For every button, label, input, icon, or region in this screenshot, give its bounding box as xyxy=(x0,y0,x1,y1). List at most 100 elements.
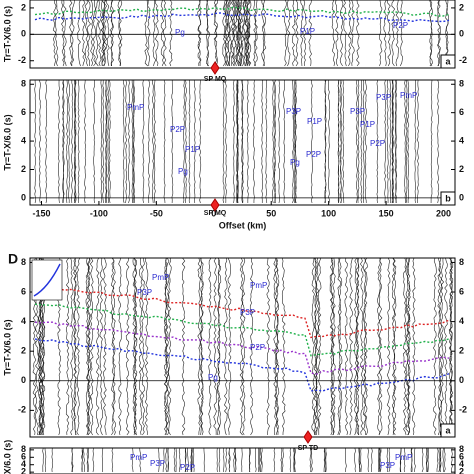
trace xyxy=(203,448,206,473)
y-tick-label: 2 xyxy=(21,164,26,174)
trace xyxy=(378,258,383,436)
phase-label: PmP xyxy=(152,273,169,282)
trace xyxy=(86,258,91,436)
trace xyxy=(417,80,419,204)
trace xyxy=(421,448,424,473)
trace xyxy=(427,448,430,473)
trace xyxy=(163,258,168,436)
trace xyxy=(325,448,327,473)
y-tick-label: 4 xyxy=(21,316,26,326)
trace xyxy=(386,80,389,204)
trace xyxy=(58,80,60,204)
trace xyxy=(287,0,291,67)
trace xyxy=(387,0,391,67)
trace xyxy=(266,258,270,436)
trace xyxy=(138,258,143,436)
y-tick-label: 4 xyxy=(459,316,464,326)
trace xyxy=(294,80,297,204)
trace xyxy=(89,258,94,436)
trace xyxy=(90,0,94,67)
trace xyxy=(191,448,193,473)
trace xyxy=(354,448,356,473)
trace xyxy=(71,80,74,204)
trace xyxy=(258,448,261,473)
trace xyxy=(148,80,150,204)
phase-label: Pg xyxy=(290,158,300,167)
trace xyxy=(334,0,339,67)
trace xyxy=(330,258,334,436)
trace xyxy=(77,80,80,204)
trace xyxy=(303,0,307,67)
trace xyxy=(261,80,264,204)
trace xyxy=(87,448,89,473)
y-tick-label: 8 xyxy=(21,444,26,454)
trace xyxy=(205,0,210,67)
trace xyxy=(275,258,280,436)
trace xyxy=(155,0,159,67)
trace xyxy=(152,80,154,204)
trace xyxy=(55,0,59,67)
trace xyxy=(386,448,389,473)
trace xyxy=(317,258,322,436)
trace xyxy=(245,0,249,67)
trace xyxy=(103,258,107,436)
trace xyxy=(227,258,232,436)
shot-label: SP MQ xyxy=(204,210,227,217)
x-tick-label: 50 xyxy=(266,208,276,218)
y-tick-label: 8 xyxy=(21,257,26,267)
trace xyxy=(437,0,441,67)
trace xyxy=(433,258,437,436)
trace xyxy=(272,80,274,204)
trace xyxy=(62,80,65,204)
trace xyxy=(273,448,276,473)
trace xyxy=(86,448,89,473)
y-tick-label: 2 xyxy=(459,467,464,474)
trace xyxy=(392,80,394,204)
phase-label: P1P xyxy=(185,145,200,154)
trace xyxy=(228,0,233,67)
trace xyxy=(260,448,262,473)
x-tick-label: -100 xyxy=(90,208,108,218)
trace xyxy=(92,448,95,473)
y-tick-label: 6 xyxy=(459,107,464,117)
trace xyxy=(265,80,268,204)
trace xyxy=(238,0,242,67)
trace xyxy=(437,80,440,204)
trace xyxy=(339,0,344,67)
trace xyxy=(309,448,312,473)
trace xyxy=(106,0,110,67)
trace xyxy=(152,0,157,67)
trace xyxy=(63,0,67,67)
x-axis-label: Offset (km) xyxy=(219,220,267,230)
traces xyxy=(34,80,440,204)
trace xyxy=(324,80,327,204)
trace xyxy=(225,448,228,473)
trace xyxy=(254,448,257,473)
trace xyxy=(190,448,193,473)
trace xyxy=(225,80,227,204)
x-tick-label: -150 xyxy=(32,208,50,218)
trace xyxy=(81,448,84,473)
traces xyxy=(32,258,454,436)
trace xyxy=(100,80,103,204)
trace xyxy=(383,0,387,67)
trace xyxy=(300,0,304,67)
trace xyxy=(223,448,225,473)
trace xyxy=(133,258,138,436)
trace xyxy=(332,258,336,436)
trace xyxy=(107,80,110,204)
trace xyxy=(193,448,195,473)
trace xyxy=(234,0,238,67)
trace xyxy=(437,258,441,436)
trace xyxy=(402,258,407,436)
pick-line xyxy=(34,283,450,339)
trace xyxy=(414,80,417,204)
trace xyxy=(147,0,151,66)
trace xyxy=(231,0,236,67)
trace xyxy=(293,80,296,204)
trace xyxy=(76,258,81,436)
y-tick-label: 6 xyxy=(21,107,26,117)
pick-line xyxy=(34,321,450,375)
trace xyxy=(440,258,445,436)
trace xyxy=(133,258,137,436)
